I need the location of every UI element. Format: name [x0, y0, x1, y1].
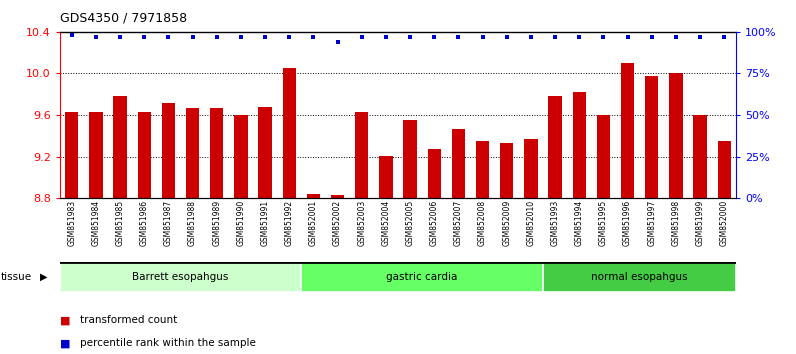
- Point: [646, 34, 658, 40]
- Text: ■: ■: [60, 338, 70, 348]
- Bar: [306, 194, 320, 198]
- Point: [331, 39, 344, 45]
- Text: ■: ■: [60, 315, 70, 325]
- Point: [597, 34, 610, 40]
- Bar: [259, 107, 271, 198]
- Point: [186, 34, 199, 40]
- Bar: [669, 74, 682, 198]
- Bar: [89, 112, 103, 198]
- Bar: [717, 141, 731, 198]
- Bar: [65, 112, 79, 198]
- Bar: [283, 68, 296, 198]
- Bar: [210, 108, 224, 198]
- Bar: [452, 129, 465, 198]
- Point: [210, 34, 223, 40]
- Point: [162, 34, 175, 40]
- Point: [283, 34, 295, 40]
- Bar: [476, 141, 490, 198]
- Bar: [525, 139, 537, 198]
- Bar: [138, 112, 151, 198]
- Bar: [302, 262, 543, 292]
- Point: [428, 34, 441, 40]
- Point: [380, 34, 392, 40]
- Bar: [379, 156, 392, 198]
- Point: [501, 34, 513, 40]
- Bar: [543, 262, 736, 292]
- Text: GDS4350 / 7971858: GDS4350 / 7971858: [60, 12, 187, 25]
- Point: [90, 34, 103, 40]
- Bar: [114, 96, 127, 198]
- Bar: [331, 195, 344, 198]
- Bar: [355, 112, 369, 198]
- Bar: [693, 115, 707, 198]
- Bar: [60, 262, 302, 292]
- Point: [718, 34, 731, 40]
- Text: percentile rank within the sample: percentile rank within the sample: [80, 338, 256, 348]
- Bar: [597, 115, 610, 198]
- Point: [548, 34, 561, 40]
- Bar: [186, 108, 199, 198]
- Point: [404, 34, 416, 40]
- Point: [573, 34, 586, 40]
- Text: ▶: ▶: [40, 272, 47, 282]
- Bar: [621, 63, 634, 198]
- Bar: [427, 149, 441, 198]
- Point: [355, 34, 368, 40]
- Point: [452, 34, 465, 40]
- Bar: [548, 96, 562, 198]
- Point: [307, 34, 320, 40]
- Point: [693, 34, 706, 40]
- Point: [259, 34, 271, 40]
- Point: [114, 34, 127, 40]
- Text: Barrett esopahgus: Barrett esopahgus: [132, 272, 228, 282]
- Point: [621, 34, 634, 40]
- Bar: [500, 143, 513, 198]
- Bar: [572, 92, 586, 198]
- Text: tissue: tissue: [1, 272, 32, 282]
- Bar: [234, 115, 248, 198]
- Bar: [162, 103, 175, 198]
- Bar: [645, 75, 658, 198]
- Point: [138, 34, 150, 40]
- Text: normal esopahgus: normal esopahgus: [591, 272, 688, 282]
- Text: gastric cardia: gastric cardia: [387, 272, 458, 282]
- Point: [476, 34, 489, 40]
- Point: [235, 34, 248, 40]
- Bar: [404, 120, 417, 198]
- Point: [65, 32, 78, 38]
- Point: [525, 34, 537, 40]
- Point: [669, 34, 682, 40]
- Text: transformed count: transformed count: [80, 315, 177, 325]
